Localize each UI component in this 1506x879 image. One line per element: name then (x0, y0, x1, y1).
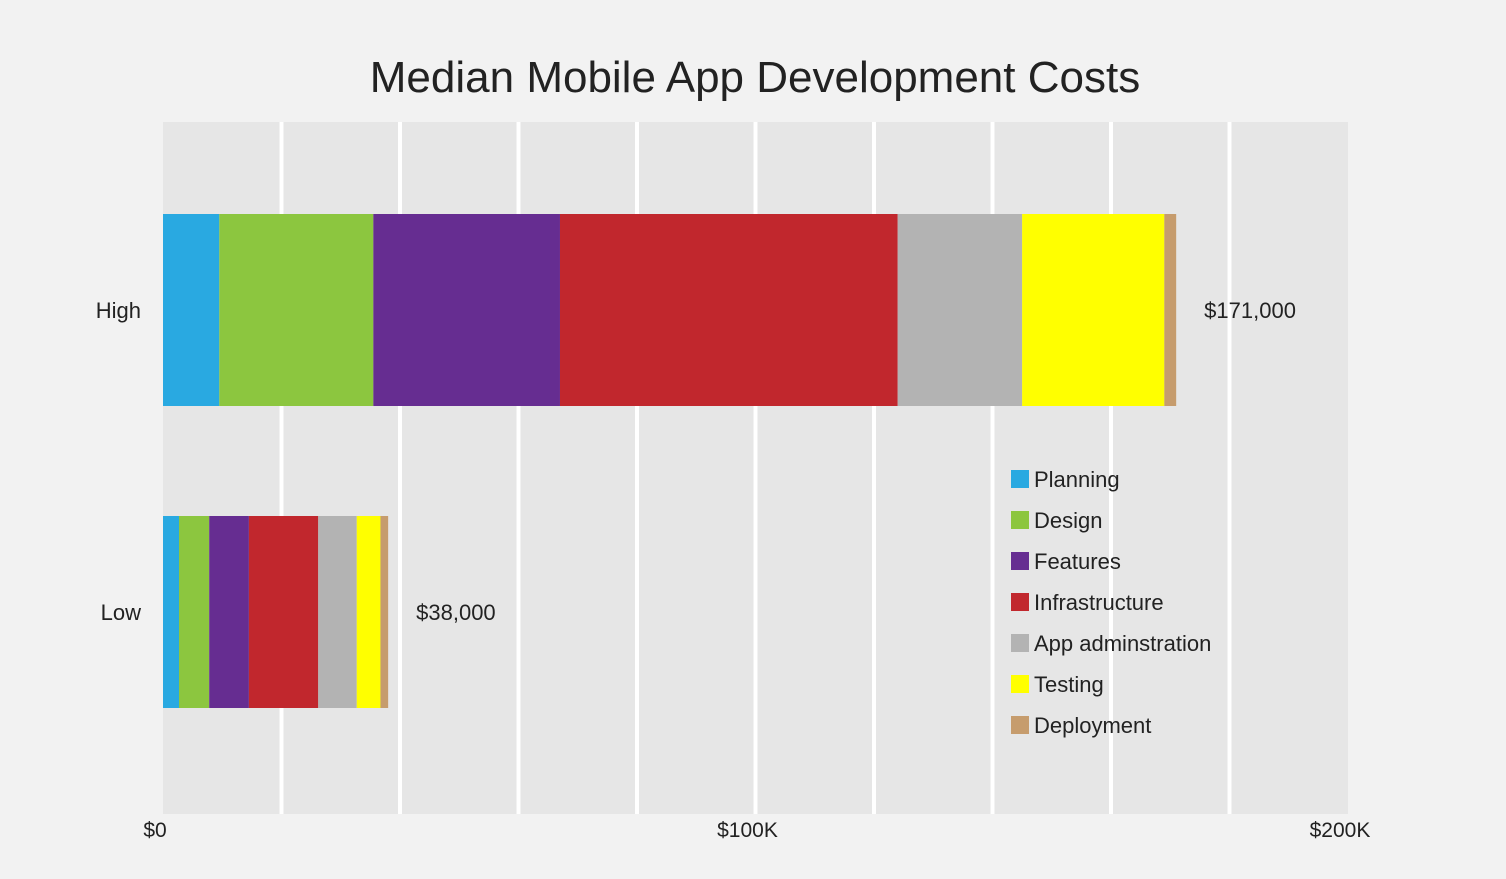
legend-swatch-deployment (1011, 716, 1029, 734)
legend-swatch-planning (1011, 470, 1029, 488)
total-label-low: $38,000 (416, 600, 496, 625)
x-tick-label-0: $0 (143, 819, 166, 842)
x-tick-label-1: $100K (717, 819, 778, 842)
legend-label-app-adminstration: App adminstration (1034, 631, 1211, 656)
legend-label-infrastructure: Infrastructure (1034, 590, 1164, 615)
bar-high-features (373, 214, 560, 406)
legend-swatch-features (1011, 552, 1029, 570)
x-axis-ticks: $0 $100K $200K (143, 819, 1370, 842)
category-labels: High Low (96, 298, 141, 625)
bar-low-design (178, 516, 210, 708)
bar-low-app-adminstration (318, 516, 357, 708)
bar-low-features (209, 516, 249, 708)
legend-label-testing: Testing (1034, 672, 1104, 697)
total-labels: $171,000 $38,000 (416, 298, 1296, 625)
bar-high-app-adminstration (897, 214, 1023, 406)
bar-high-infrastructure (559, 214, 898, 406)
bar-high-testing (1022, 214, 1165, 406)
bar-high-design (219, 214, 374, 406)
legend-swatch-testing (1011, 675, 1029, 693)
x-tick-label-2: $200K (1310, 819, 1371, 842)
bar-low-planning (163, 516, 179, 708)
bar-high-planning (163, 214, 220, 406)
bar-low-testing (356, 516, 381, 708)
bar-low-infrastructure (248, 516, 319, 708)
legend-label-features: Features (1034, 549, 1121, 574)
chart-title: Median Mobile App Development Costs (370, 53, 1140, 102)
legend-label-design: Design (1034, 508, 1102, 533)
total-label-high: $171,000 (1204, 298, 1296, 323)
bars (163, 214, 1177, 708)
bar-low-deployment (380, 516, 389, 708)
legend: Planning Design Features Infrastructure App … (1011, 467, 1211, 738)
category-label-high: High (96, 298, 141, 323)
legend-label-planning: Planning (1034, 467, 1120, 492)
legend-label-deployment: Deployment (1034, 713, 1151, 738)
category-label-low: Low (101, 600, 141, 625)
legend-swatch-app-adminstration (1011, 634, 1029, 652)
legend-swatch-infrastructure (1011, 593, 1029, 611)
legend-swatch-design (1011, 511, 1029, 529)
bar-high-deployment (1164, 214, 1177, 406)
